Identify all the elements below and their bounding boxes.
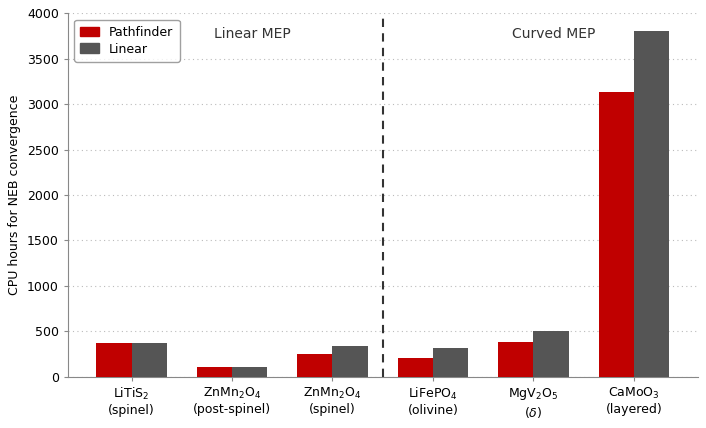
Text: Curved MEP: Curved MEP <box>512 27 595 41</box>
Legend: Pathfinder, Linear: Pathfinder, Linear <box>74 20 179 62</box>
Bar <box>232 368 267 377</box>
Bar <box>131 343 167 377</box>
Bar <box>197 368 232 377</box>
Bar <box>534 331 568 377</box>
Bar <box>433 348 468 377</box>
Bar <box>498 342 534 377</box>
Bar <box>97 343 131 377</box>
Bar <box>397 358 433 377</box>
Text: Linear MEP: Linear MEP <box>214 27 290 41</box>
Bar <box>333 346 368 377</box>
Y-axis label: CPU hours for NEB convergence: CPU hours for NEB convergence <box>8 95 21 295</box>
Bar <box>599 92 634 377</box>
Bar <box>634 32 669 377</box>
Bar <box>297 354 333 377</box>
